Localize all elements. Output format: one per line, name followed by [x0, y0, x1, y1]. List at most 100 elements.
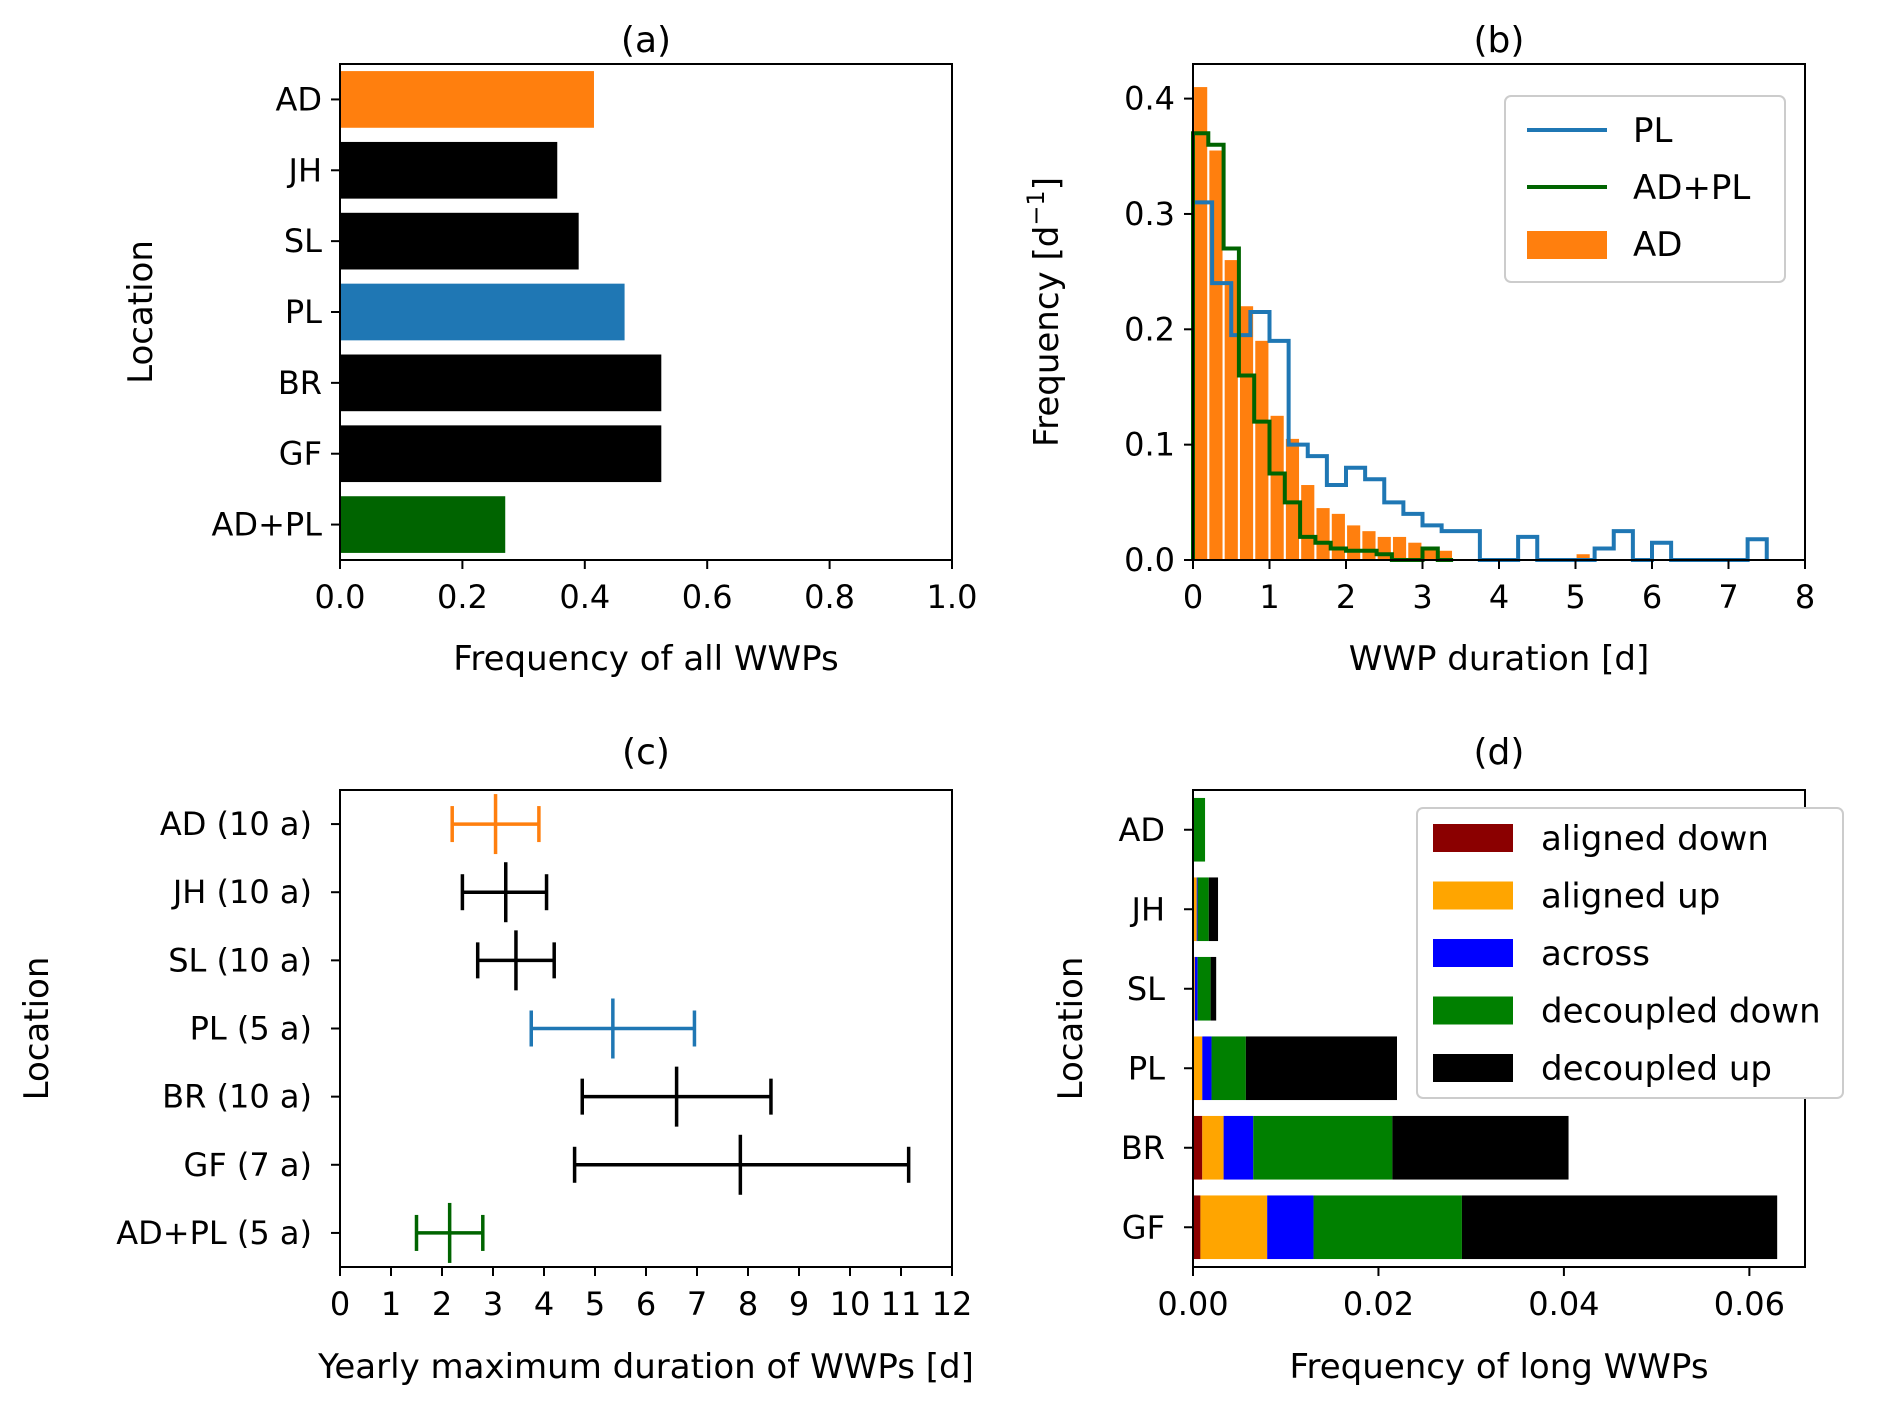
hist-bar-ad — [1255, 340, 1269, 560]
y-tick-label: 0.3 — [1124, 195, 1175, 233]
panel-d-title: (d) — [1474, 732, 1525, 773]
stack-jh-across — [1196, 877, 1198, 942]
y-tick-label: GF (7 a) — [184, 1146, 312, 1184]
y-tick-label: BR — [278, 364, 322, 402]
legend-label: aligned down — [1541, 819, 1769, 859]
x-tick-label: 3 — [483, 1285, 503, 1323]
legend-label: aligned up — [1541, 877, 1720, 917]
y-tick-label: SL — [284, 222, 322, 260]
x-tick-label: 5 — [585, 1285, 605, 1323]
x-tick-label: 3 — [1412, 578, 1432, 616]
panel-d-ylabel: Location — [1051, 957, 1091, 1101]
y-tick-label: SL (10 a) — [168, 941, 312, 979]
legend-label: decoupled up — [1541, 1049, 1772, 1089]
legend-swatch-decoupled-down — [1433, 996, 1513, 1025]
panel-c-xlabel: Yearly maximum duration of WWPs [d] — [317, 1347, 974, 1387]
x-tick-label: 0.0 — [315, 578, 366, 616]
hist-bar-ad — [1347, 525, 1361, 560]
panel-b-ylabel: Frequency [d−1] — [1022, 177, 1067, 447]
legend-swatch-aligned-down — [1433, 824, 1513, 852]
stack-sl-decoupled-up — [1210, 956, 1217, 1021]
y-tick-label: 0.4 — [1124, 80, 1175, 118]
panel-a-title: (a) — [621, 20, 671, 61]
hist-bar-ad — [1316, 508, 1330, 560]
hist-bar-ad — [1285, 438, 1300, 560]
stack-pl-aligned-up — [1193, 1036, 1203, 1101]
x-tick-label: 0.06 — [1714, 1285, 1785, 1323]
y-tick-label: BR — [1121, 1129, 1165, 1167]
stack-sl-across — [1194, 956, 1198, 1021]
legend-swatch-decoupled-up — [1433, 1054, 1513, 1082]
hist-bar-ad — [1239, 306, 1254, 560]
x-tick-label: 0.02 — [1343, 1285, 1414, 1323]
panel-b-xlabel: WWP duration [d] — [1349, 639, 1650, 679]
x-tick-label: 0.04 — [1528, 1285, 1599, 1323]
x-tick-label: 0.4 — [559, 578, 610, 616]
x-tick-label: 1.0 — [927, 578, 978, 616]
hist-bar-ad — [1270, 415, 1284, 560]
legend-label: AD — [1633, 225, 1682, 265]
y-tick-label: 0.2 — [1124, 310, 1175, 348]
x-tick-label: 5 — [1565, 578, 1585, 616]
stack-gf-aligned-down — [1193, 1195, 1201, 1260]
hist-bar-ad — [1438, 550, 1453, 560]
stack-br-aligned-down — [1193, 1115, 1203, 1180]
x-tick-label: 7 — [1718, 578, 1738, 616]
panel-d-legend — [1416, 807, 1844, 1099]
y-tick-label: AD — [275, 80, 322, 118]
x-tick-label: 11 — [881, 1285, 922, 1323]
stack-br-aligned-up — [1202, 1115, 1224, 1180]
y-tick-label: AD+PL (5 a) — [116, 1214, 312, 1252]
x-tick-label: 12 — [932, 1285, 973, 1323]
y-tick-label: AD (10 a) — [160, 805, 312, 843]
bar-pl — [340, 283, 625, 341]
stack-br-across — [1223, 1115, 1254, 1180]
x-tick-label: 1 — [1259, 578, 1279, 616]
hist-bar-ad — [1301, 485, 1315, 560]
stack-pl-across — [1202, 1036, 1212, 1101]
y-tick-label: GF — [279, 435, 322, 473]
y-tick-label: SL — [1127, 970, 1165, 1008]
x-tick-label: 4 — [1489, 578, 1509, 616]
hist-bar-ad — [1377, 536, 1391, 560]
stack-jh-aligned-up — [1193, 877, 1197, 942]
x-tick-label: 7 — [687, 1285, 707, 1323]
stack-sl-decoupled-down — [1197, 956, 1211, 1021]
y-tick-label: GF — [1122, 1208, 1165, 1246]
stack-jh-decoupled-down — [1197, 877, 1209, 942]
y-tick-label: 0.1 — [1124, 426, 1175, 464]
stack-jh-decoupled-up — [1208, 877, 1219, 942]
y-tick-label: JH — [287, 151, 323, 189]
legend-swatch-aligned-up — [1433, 881, 1513, 910]
hist-bar-ad — [1392, 536, 1407, 560]
x-tick-label: 6 — [636, 1285, 656, 1323]
y-tick-label: AD+PL — [212, 506, 323, 544]
panel-c-ylabel: Location — [17, 957, 57, 1101]
panel-b-ylabel-main: Frequency [d — [1027, 226, 1067, 447]
panel-b-ylabel-sup: −1 — [1022, 190, 1050, 225]
x-tick-label: 8 — [1795, 578, 1815, 616]
panel-a-ylabel: Location — [121, 240, 161, 384]
hist-bar-ad — [1423, 548, 1437, 560]
y-tick-label: JH (10 a) — [171, 873, 312, 911]
x-tick-label: 1 — [381, 1285, 401, 1323]
step-line-pl — [1191, 200, 1769, 562]
y-tick-label: PL (5 a) — [190, 1010, 312, 1048]
y-tick-label: BR (10 a) — [162, 1078, 312, 1116]
x-tick-label: 2 — [1336, 578, 1356, 616]
panel-a-xlabel: Frequency of all WWPs — [453, 639, 838, 679]
panel-b-ylabel-end: ] — [1027, 177, 1067, 190]
legend-label: decoupled down — [1541, 992, 1821, 1032]
stack-br-decoupled-down — [1253, 1115, 1393, 1180]
stack-ad-decoupled-down — [1193, 797, 1206, 862]
legend-swatch-across — [1433, 939, 1513, 967]
hist-bar-ad — [1194, 87, 1208, 561]
legend-label: AD+PL — [1633, 168, 1750, 208]
hist-bar-ad — [1331, 513, 1345, 560]
x-tick-label: 0 — [1183, 578, 1203, 616]
y-tick-label: PL — [285, 293, 322, 331]
y-tick-label: 0.0 — [1124, 541, 1175, 579]
bar-ad — [340, 71, 594, 128]
bar-ad-pl — [340, 496, 506, 553]
